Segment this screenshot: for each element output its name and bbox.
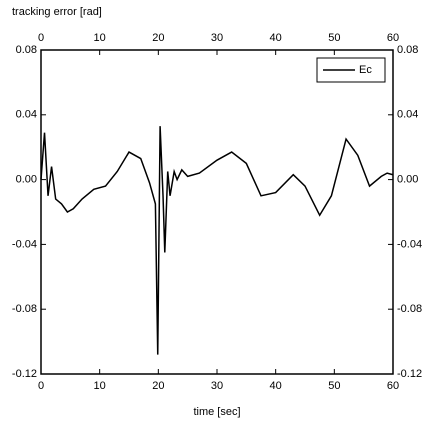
y-tick-label: -0.08	[12, 303, 37, 315]
y-tick-label-right: 0.04	[397, 109, 418, 121]
chart-title: tracking error [rad]	[12, 6, 102, 18]
y-tick-label: -0.04	[12, 238, 37, 250]
x-tick-label: 20	[152, 380, 164, 392]
x-axis-label: time [sec]	[193, 406, 240, 418]
y-tick-label: 0.08	[16, 44, 37, 56]
x-tick-label: 0	[38, 380, 44, 392]
y-tick-label-right: 0.00	[397, 174, 418, 186]
plot-frame	[40, 49, 394, 375]
y-tick-label-right: -0.12	[397, 368, 422, 380]
x-tick-label-top: 50	[328, 32, 340, 44]
x-tick-label: 40	[270, 380, 282, 392]
x-tick-label-top: 0	[38, 32, 44, 44]
x-tick-label: 30	[211, 380, 223, 392]
x-tick-label: 50	[328, 380, 340, 392]
y-tick-label-right: -0.08	[397, 303, 422, 315]
legend-label: Ec	[359, 64, 372, 76]
x-tick-label-top: 10	[94, 32, 106, 44]
y-tick-label: -0.12	[12, 368, 37, 380]
x-tick-label-top: 30	[211, 32, 223, 44]
y-tick-label: 0.04	[16, 109, 37, 121]
y-tick-label-right: -0.04	[397, 238, 422, 250]
x-tick-label-top: 40	[270, 32, 282, 44]
y-tick-label-right: 0.08	[397, 44, 418, 56]
x-tick-label: 10	[94, 380, 106, 392]
data-line	[40, 126, 394, 355]
x-tick-label: 60	[387, 380, 399, 392]
x-tick-label-top: 20	[152, 32, 164, 44]
y-tick-label: 0.00	[16, 174, 37, 186]
x-tick-label-top: 60	[387, 32, 399, 44]
